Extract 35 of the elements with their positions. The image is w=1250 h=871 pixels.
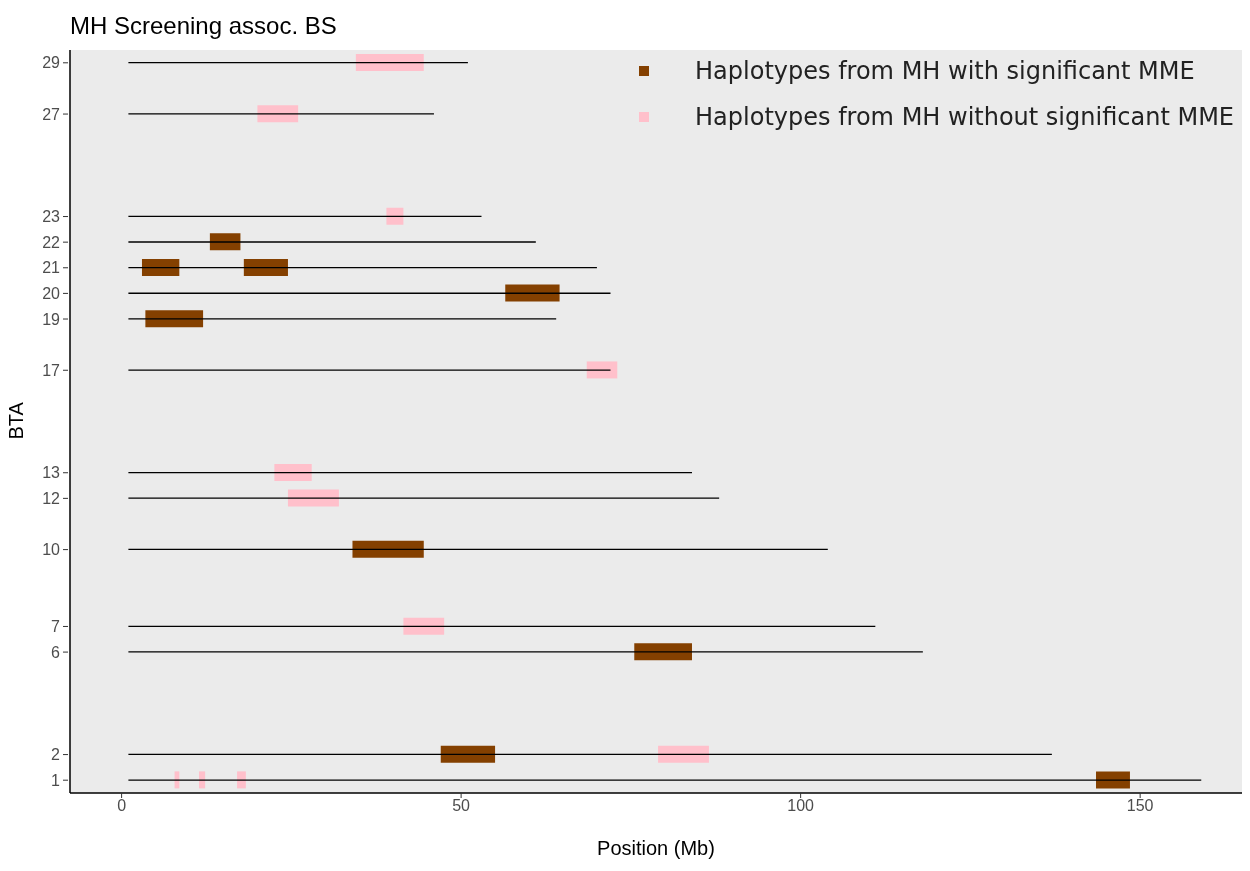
y-tick-label: 23	[42, 208, 61, 226]
y-tick-label: 20	[42, 285, 61, 302]
y-tick-label: 2	[51, 746, 61, 764]
x-tick-label: 150	[1126, 797, 1154, 815]
legend-label: Haplotypes from MH without significant MME	[695, 103, 1234, 131]
y-axis-title: BTA	[5, 401, 28, 440]
y-tick-label: 7	[51, 618, 61, 636]
x-tick-label: 0	[117, 797, 127, 815]
x-tick-label: 50	[452, 797, 471, 815]
y-tick-label: 22	[42, 233, 61, 251]
y-tick-label: 13	[42, 464, 61, 482]
bar	[352, 540, 424, 558]
bar	[505, 284, 560, 302]
bar	[403, 617, 445, 635]
y-tick-label: 17	[42, 361, 61, 379]
x-axis-title: Position (Mb)	[597, 837, 715, 859]
bar	[355, 54, 424, 71]
bar	[386, 207, 404, 225]
y-tick-label: 21	[42, 259, 61, 277]
y-tick-label: 6	[51, 643, 61, 661]
bar	[243, 258, 288, 276]
chart-title: MH Screening assoc. BS	[70, 12, 337, 40]
bar	[274, 463, 312, 481]
y-tick-label: 10	[42, 541, 61, 559]
y-tick-label: 19	[42, 310, 61, 328]
x-tick-label: 100	[787, 797, 815, 815]
y-tick-label: 29	[42, 54, 61, 72]
y-tick-label: 27	[42, 105, 61, 123]
legend-label: Haplotypes from MH with significant MME	[695, 57, 1195, 85]
bar	[287, 489, 339, 507]
y-tick-label: 1	[51, 771, 61, 789]
y-tick-label: 12	[42, 489, 61, 507]
bar	[440, 745, 496, 763]
bar	[141, 258, 180, 276]
bar	[658, 745, 709, 763]
